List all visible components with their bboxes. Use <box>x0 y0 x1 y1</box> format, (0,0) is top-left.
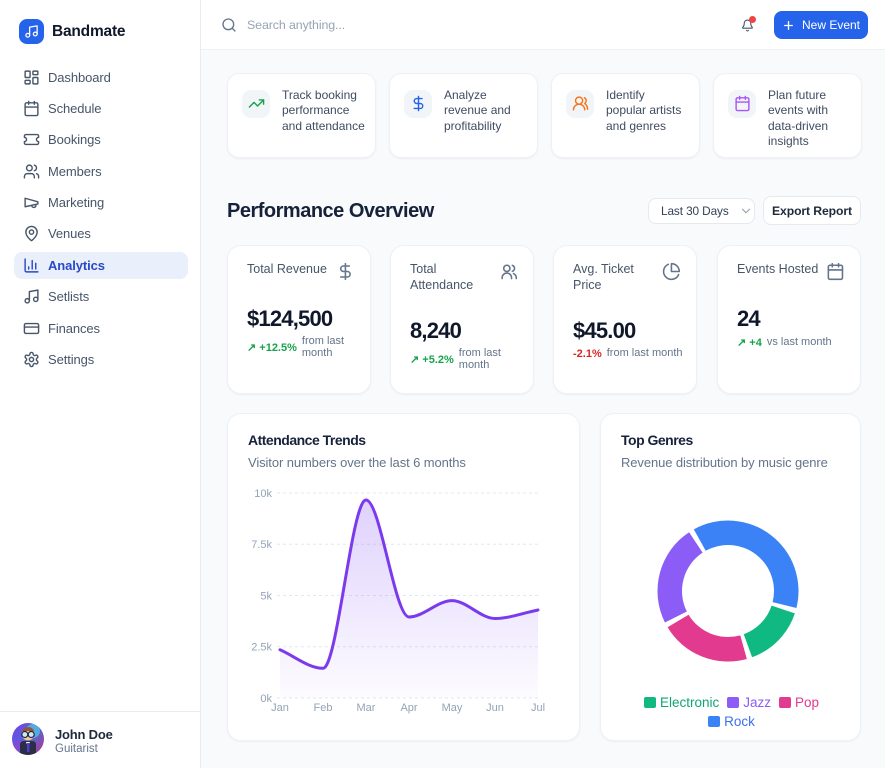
svg-text:Apr: Apr <box>400 702 417 714</box>
svg-text:0k: 0k <box>260 693 272 705</box>
svg-text:May: May <box>442 702 463 714</box>
svg-text:Mar: Mar <box>357 702 376 714</box>
svg-text:2.5k: 2.5k <box>251 642 272 654</box>
svg-text:Jul: Jul <box>531 702 545 714</box>
svg-text:Feb: Feb <box>314 702 333 714</box>
svg-text:7.5k: 7.5k <box>251 539 272 551</box>
svg-text:Jan: Jan <box>271 702 289 714</box>
svg-text:10k: 10k <box>254 488 272 500</box>
svg-text:Jun: Jun <box>486 702 504 714</box>
svg-text:5k: 5k <box>260 590 272 602</box>
